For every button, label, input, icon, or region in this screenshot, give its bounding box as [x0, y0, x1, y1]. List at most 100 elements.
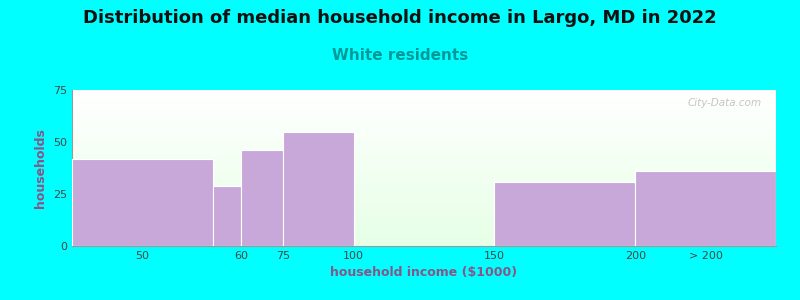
Bar [72, 116, 776, 118]
Bar [72, 179, 776, 181]
Bar [72, 237, 776, 238]
Bar [72, 95, 776, 96]
Bar [72, 199, 776, 201]
Bar [72, 220, 776, 221]
Bar [72, 154, 776, 155]
Bar [72, 173, 776, 174]
Bar [72, 241, 776, 243]
Y-axis label: households: households [34, 128, 47, 208]
Bar [72, 159, 213, 246]
Bar [494, 182, 635, 246]
Bar [72, 124, 776, 126]
Bar [72, 112, 776, 113]
Bar [72, 118, 776, 120]
Bar [72, 202, 776, 204]
Bar [72, 159, 776, 160]
Bar [72, 132, 776, 134]
Bar [72, 99, 776, 101]
Bar [72, 98, 776, 99]
Bar [283, 132, 354, 246]
Bar [72, 130, 776, 132]
Bar [72, 135, 776, 137]
Bar [72, 184, 776, 185]
Bar [72, 162, 776, 163]
Bar [72, 233, 776, 235]
Bar [72, 167, 776, 168]
Bar [241, 150, 283, 246]
Bar [72, 243, 776, 244]
Bar [72, 232, 776, 233]
Bar [72, 204, 776, 206]
Bar [72, 115, 776, 116]
Bar [72, 165, 776, 166]
Bar [72, 188, 776, 190]
Bar [72, 190, 776, 191]
Bar [72, 218, 776, 220]
Bar [72, 163, 776, 165]
Bar [72, 196, 776, 198]
Bar [72, 128, 776, 129]
Bar [72, 213, 776, 215]
Bar [72, 134, 776, 135]
Bar [72, 229, 776, 230]
Bar [72, 198, 776, 199]
Bar [72, 107, 776, 109]
Bar [635, 171, 776, 246]
Bar [72, 235, 776, 237]
Bar [72, 142, 776, 143]
Bar [72, 103, 776, 104]
Bar [72, 149, 776, 151]
Text: Distribution of median household income in Largo, MD in 2022: Distribution of median household income … [83, 9, 717, 27]
Bar [72, 238, 776, 240]
Bar [72, 182, 776, 184]
Bar [72, 210, 776, 212]
Bar [72, 138, 776, 140]
Bar [72, 96, 776, 98]
Bar [72, 176, 776, 177]
Bar [72, 92, 776, 93]
Bar [72, 155, 776, 157]
Bar [72, 208, 776, 210]
Bar [72, 160, 776, 162]
Bar [72, 227, 776, 229]
Bar [72, 226, 776, 227]
Bar [72, 106, 776, 107]
Bar [72, 240, 776, 241]
Bar [72, 193, 776, 194]
Bar [72, 201, 776, 202]
Bar [72, 90, 776, 92]
Bar [72, 129, 776, 130]
Bar [72, 244, 776, 246]
Bar [72, 230, 776, 232]
Bar [72, 171, 776, 173]
Bar [72, 140, 776, 142]
X-axis label: household income ($1000): household income ($1000) [330, 266, 518, 279]
Bar [72, 121, 776, 123]
Bar [72, 152, 776, 154]
Bar [72, 146, 776, 148]
Text: White residents: White residents [332, 48, 468, 63]
Bar [72, 148, 776, 149]
Bar [213, 186, 241, 246]
Bar [72, 120, 776, 121]
Bar [72, 169, 776, 171]
Bar [72, 221, 776, 223]
Bar [72, 212, 776, 213]
Bar [72, 123, 776, 124]
Bar [72, 143, 776, 145]
Bar [72, 216, 776, 218]
Bar [72, 168, 776, 170]
Bar [72, 145, 776, 146]
Bar [72, 194, 776, 196]
Bar [72, 109, 776, 110]
Bar [72, 187, 776, 188]
Bar [72, 157, 776, 159]
Bar [72, 223, 776, 224]
Text: City-Data.com: City-Data.com [688, 98, 762, 108]
Bar [72, 206, 776, 207]
Bar [72, 215, 776, 216]
Bar [72, 137, 776, 138]
Bar [72, 93, 776, 95]
Bar [72, 113, 776, 115]
Bar [72, 177, 776, 179]
